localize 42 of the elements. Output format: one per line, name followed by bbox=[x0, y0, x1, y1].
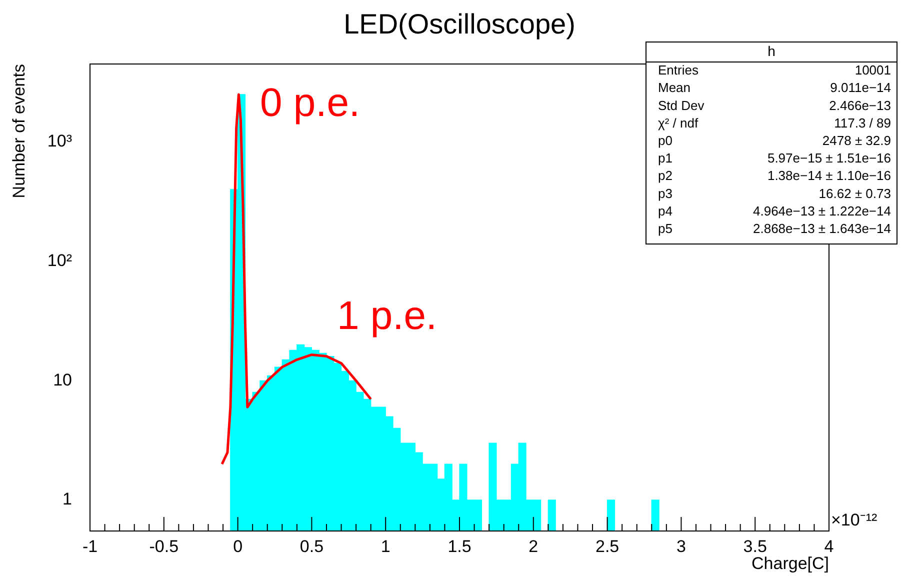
annotation: Entries bbox=[658, 62, 699, 78]
annotation: p3 bbox=[658, 186, 672, 201]
annotation: 4.964e−13 ± 1.222e−14 bbox=[753, 203, 891, 218]
x-tick-label: 1 bbox=[380, 536, 390, 556]
annotation: 2.868e−13 ± 1.643e−14 bbox=[753, 220, 891, 236]
annotation: p2 bbox=[658, 168, 672, 184]
annotation: p5 bbox=[658, 220, 672, 236]
text: 117.3 / 89 bbox=[834, 115, 891, 130]
text: 10001 bbox=[854, 62, 891, 78]
x-tick-label: 2 bbox=[528, 536, 538, 556]
y-tick-label: 10³ bbox=[47, 132, 72, 151]
text: 2.466e−13 bbox=[829, 98, 891, 113]
x-tick-label: -0.5 bbox=[149, 536, 179, 556]
x-axis-title: Charge[C] bbox=[752, 554, 829, 574]
x-tick-label: 1.5 bbox=[448, 536, 472, 556]
annotation: 1 p.e. bbox=[336, 294, 438, 338]
annotation: 16.62 ± 0.73 bbox=[818, 186, 891, 201]
text: ×10⁻¹² bbox=[831, 510, 878, 530]
annotation: Mean bbox=[658, 80, 691, 96]
text: h bbox=[768, 42, 776, 59]
x-tick-label: 0 bbox=[233, 536, 243, 556]
y-tick-label: 10² bbox=[47, 251, 72, 270]
annotation: 5.97e−15 ± 1.51e−16 bbox=[767, 150, 891, 166]
annotation: p4 bbox=[658, 203, 672, 218]
x-tick-label: -1 bbox=[82, 536, 98, 556]
annotation: Std Dev bbox=[658, 98, 705, 113]
x-tick-label: 2.5 bbox=[595, 536, 620, 556]
annotation: 2478 ± 32.9 bbox=[822, 132, 891, 148]
y-axis-title: Number of events bbox=[10, 64, 29, 198]
annotation: 1.38e−14 ± 1.10e−16 bbox=[767, 168, 891, 184]
x-tick-label: 3.5 bbox=[743, 536, 767, 556]
annotation: χ² / ndf bbox=[658, 115, 698, 130]
y-tick-label: 10 bbox=[53, 370, 72, 390]
x-tick-label: 3 bbox=[676, 536, 686, 556]
y-tick-label: 1 bbox=[62, 490, 72, 509]
annotation: 0 p.e. bbox=[260, 81, 360, 126]
annotation: p1 bbox=[658, 150, 672, 166]
text: 9.011e−14 bbox=[830, 80, 891, 96]
chart-title: LED(Oscilloscope) bbox=[344, 8, 576, 40]
annotation: p0 bbox=[658, 132, 672, 148]
x-tick-label: 0.5 bbox=[300, 536, 324, 556]
x-tick-label: 4 bbox=[824, 536, 834, 556]
